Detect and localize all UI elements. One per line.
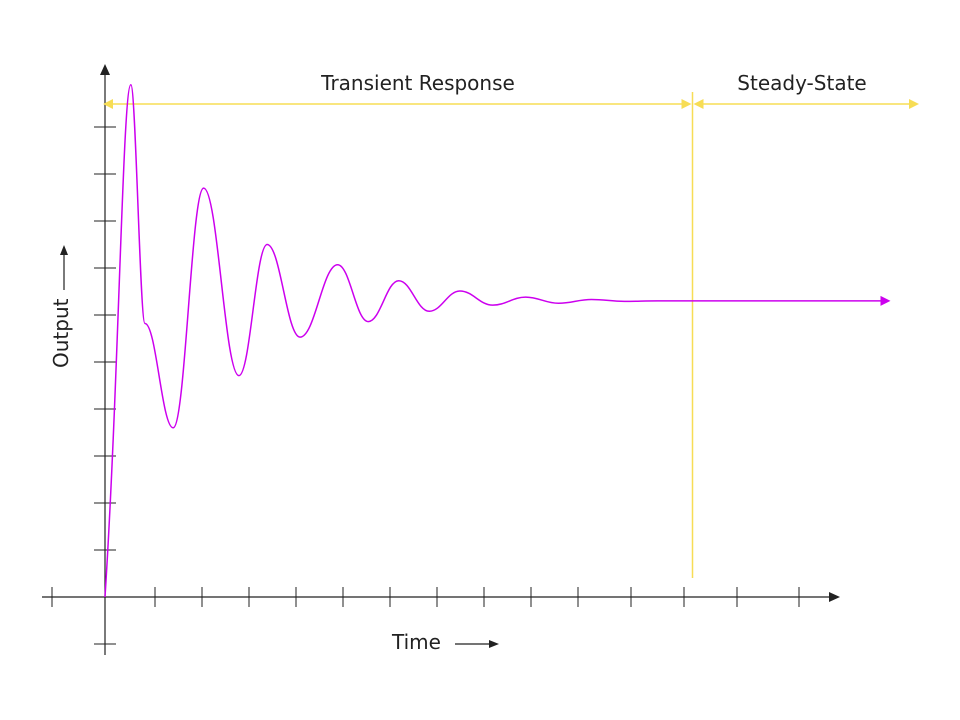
transient-left-arrow bbox=[103, 99, 113, 109]
x-axis-label: Time bbox=[391, 630, 441, 654]
y-axis-arrow bbox=[100, 64, 110, 75]
steady-left-arrow bbox=[693, 99, 704, 109]
x-label-arrow-head bbox=[489, 640, 499, 648]
y-axis-label: Output bbox=[49, 298, 73, 368]
response-curve-arrow bbox=[880, 295, 891, 306]
transient-response-label: Transient Response bbox=[320, 71, 515, 95]
steady-right-arrow bbox=[909, 99, 919, 109]
response-curve bbox=[104, 83, 881, 598]
region-markers: Transient Response Steady-State bbox=[103, 71, 919, 578]
steady-state-label: Steady-State bbox=[737, 71, 866, 95]
y-label-arrow-head bbox=[60, 245, 68, 255]
axes bbox=[42, 64, 840, 655]
series-layer bbox=[104, 83, 891, 598]
x-axis-arrow bbox=[829, 592, 840, 602]
transient-right-arrow bbox=[681, 99, 692, 109]
